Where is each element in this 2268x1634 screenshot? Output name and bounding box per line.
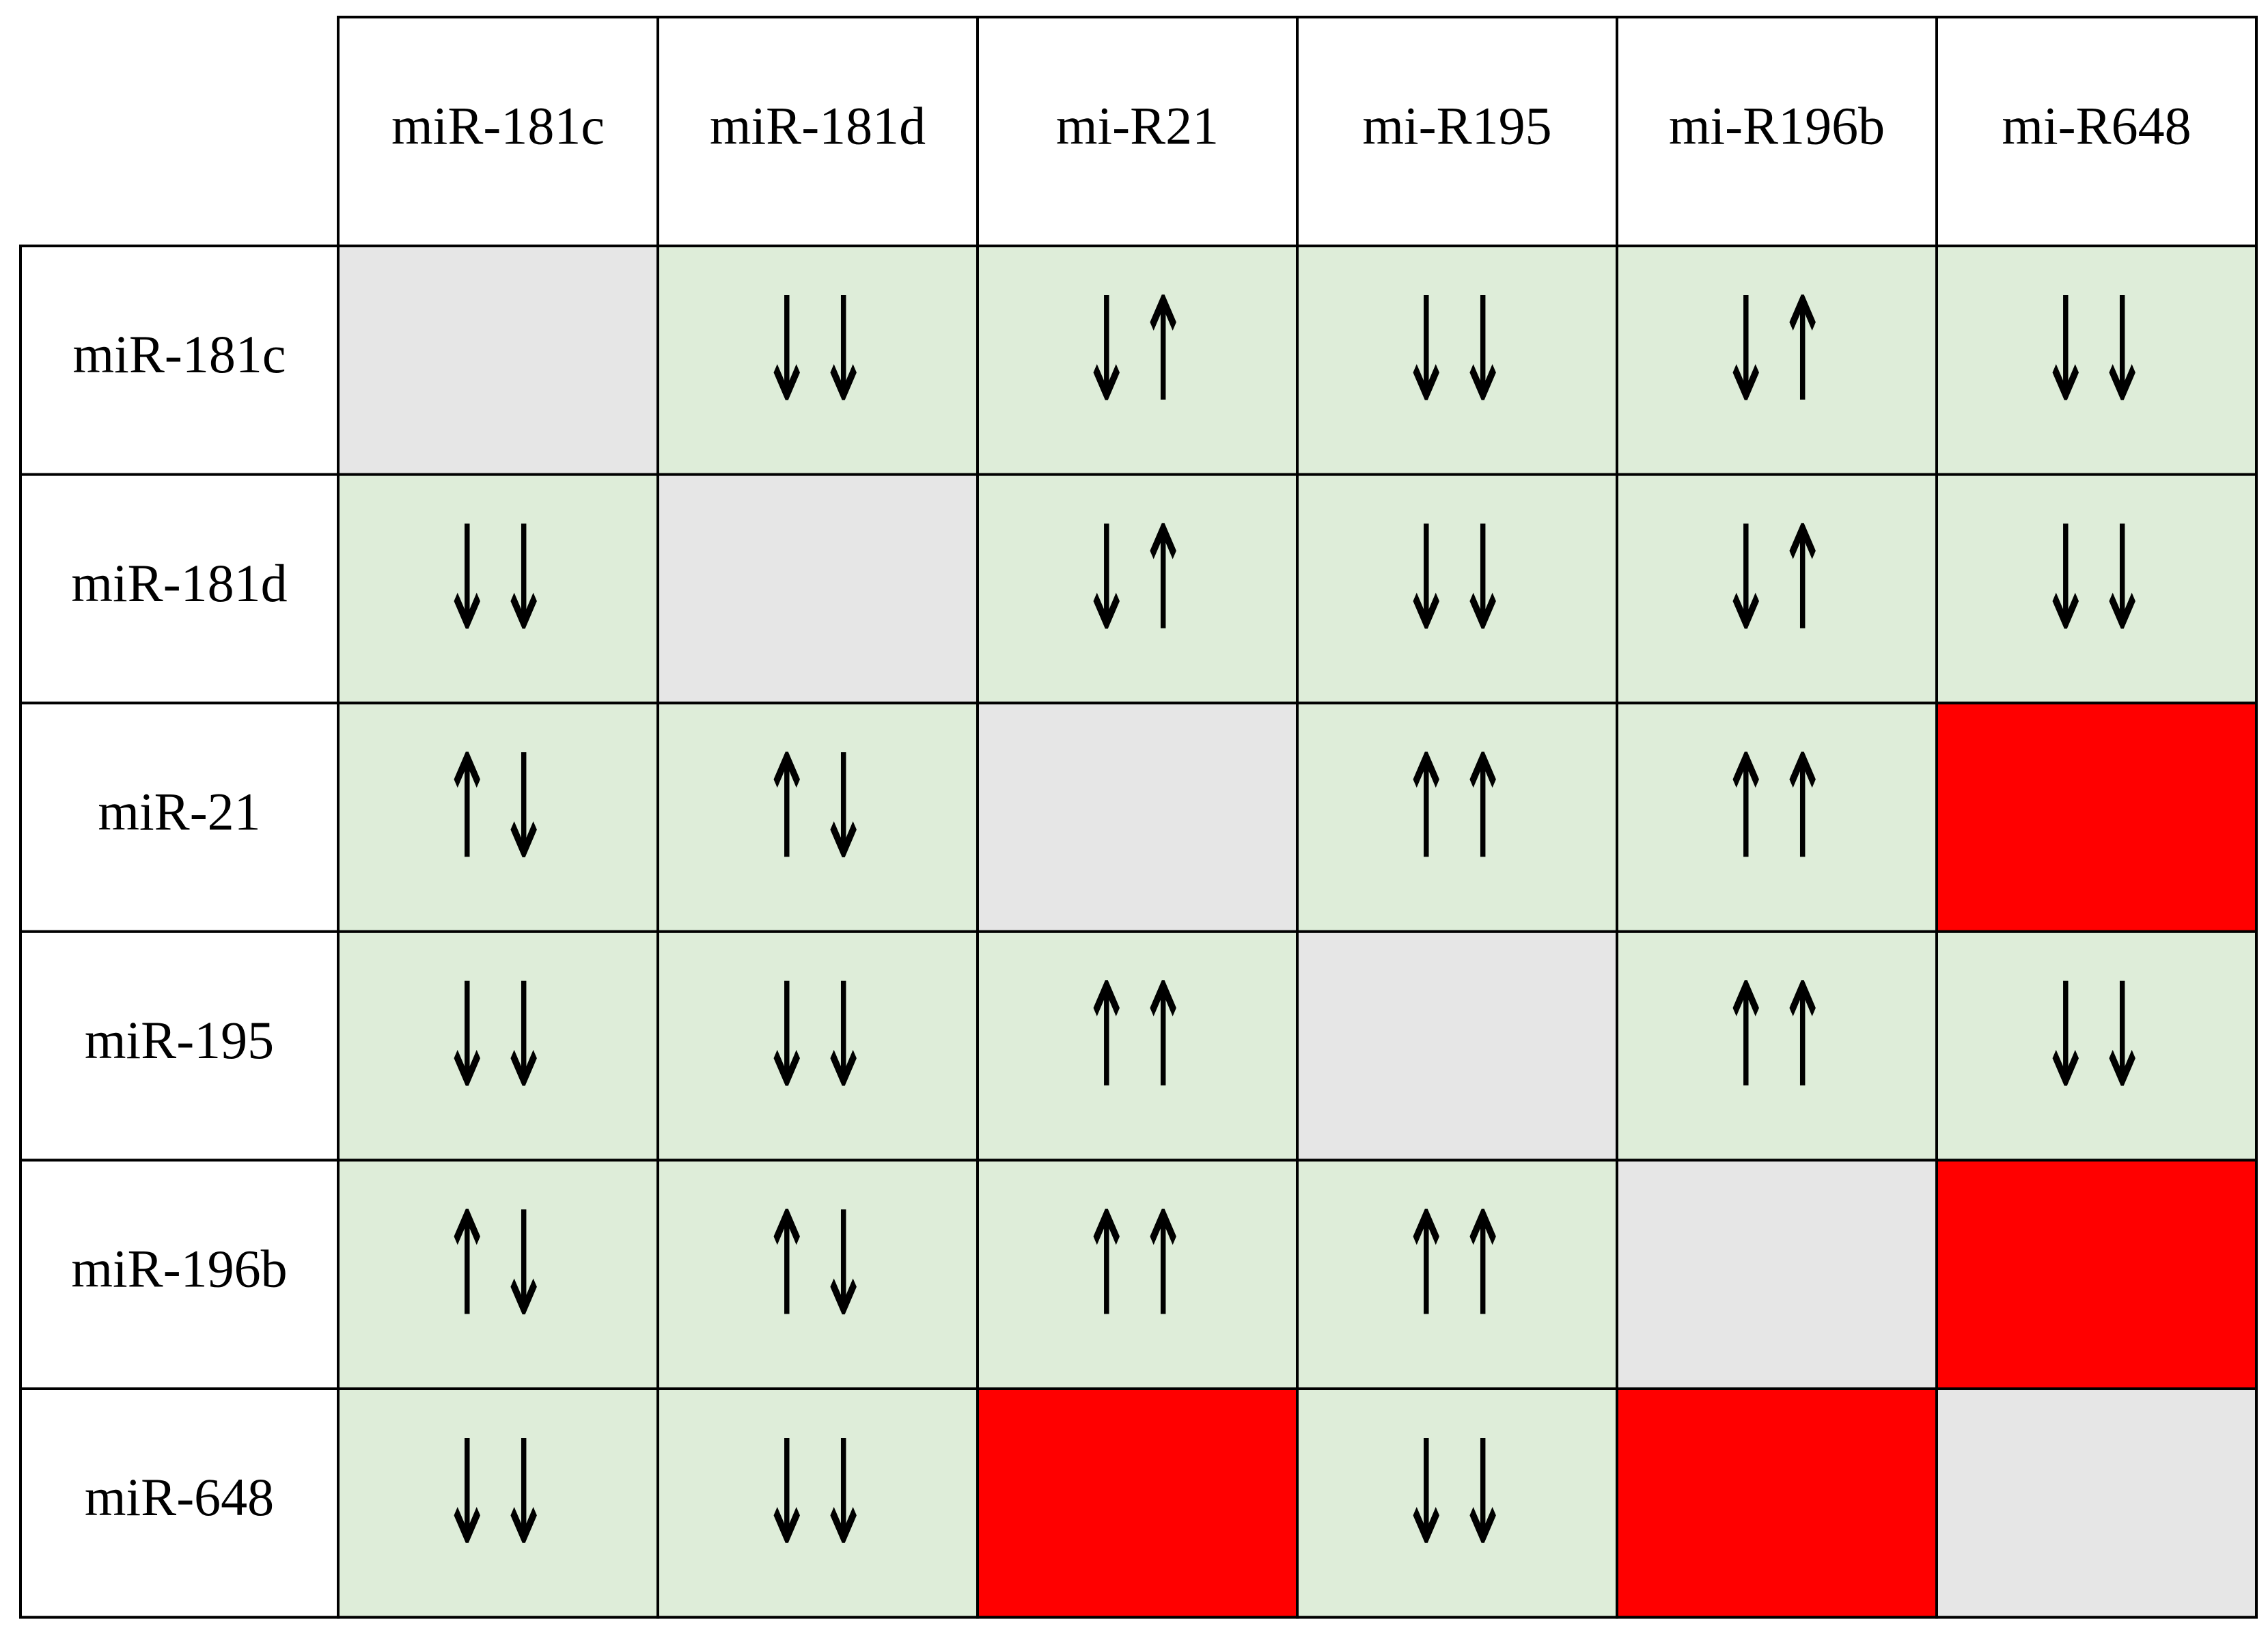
row-header: miR-196b — [71, 1239, 287, 1299]
cell — [1935, 702, 2258, 933]
row-header-cell — [19, 1387, 340, 1619]
row-header: miR-181d — [71, 553, 287, 613]
cell-arrows: ↓↓ — [761, 267, 874, 434]
cell-arrows: ↓↓ — [1400, 496, 1514, 663]
column-header-cell — [656, 16, 979, 247]
cell — [1616, 1387, 1938, 1619]
row-header: miR-648 — [85, 1467, 274, 1527]
cell-arrows: ↑↑ — [1081, 953, 1194, 1120]
cell — [1296, 702, 1618, 933]
cell — [337, 702, 659, 933]
cell-arrows: ↓↓ — [1400, 1410, 1514, 1577]
cell-arrows: ↓↑ — [1720, 496, 1834, 663]
cell-arrows: ↑↑ — [1720, 725, 1834, 891]
column-header: mi-R195 — [1362, 96, 1551, 155]
cell — [1935, 1387, 2258, 1619]
row-header: miR-21 — [98, 781, 260, 841]
column-header-cell — [337, 16, 659, 247]
cell-arrows: ↓↓ — [441, 953, 555, 1120]
cell — [1296, 930, 1618, 1162]
column-header-cell — [1616, 16, 1938, 247]
cell-arrows: ↑↓ — [761, 1182, 874, 1348]
cell — [656, 473, 979, 705]
cell-arrows: ↑↓ — [761, 725, 874, 891]
cell-arrows: ↓↓ — [761, 953, 874, 1120]
cell — [1296, 245, 1618, 476]
column-header: miR-181c — [391, 96, 605, 155]
row-header: miR-181c — [73, 324, 286, 384]
cell — [337, 930, 659, 1162]
cell-arrows: ↑↑ — [1720, 953, 1834, 1120]
cell — [656, 245, 979, 476]
row-header-cell — [19, 473, 340, 705]
cell-arrows: ↓↓ — [761, 1410, 874, 1577]
cell — [1296, 473, 1618, 705]
cell — [656, 1387, 979, 1619]
cell-arrows: ↓↑ — [1720, 267, 1834, 434]
row-header-cell — [19, 702, 340, 933]
cell — [976, 1387, 1299, 1619]
cell — [1935, 1159, 2258, 1391]
cell-arrows: ↑↑ — [1400, 1182, 1514, 1348]
cell — [337, 1387, 659, 1619]
cell-arrows: ↓↓ — [2040, 953, 2153, 1120]
cell — [976, 473, 1299, 705]
cell-arrows: ↓↓ — [441, 496, 555, 663]
cell-arrows: ↓↑ — [1081, 496, 1194, 663]
cell-arrows: ↑↑ — [1081, 1182, 1194, 1348]
cell-arrows: ↓↓ — [2040, 267, 2153, 434]
cell-arrows: ↑↑ — [1400, 725, 1514, 891]
cell — [1616, 930, 1938, 1162]
cell — [1935, 473, 2258, 705]
column-header: mi-R196b — [1669, 96, 1885, 155]
cell — [1935, 930, 2258, 1162]
column-header: miR-181d — [710, 96, 926, 155]
cell-arrows: ↓↓ — [441, 1410, 555, 1577]
column-header: mi-R21 — [1056, 96, 1219, 155]
cell — [1616, 1159, 1938, 1391]
column-header-cell — [976, 16, 1299, 247]
column-header-cell — [1296, 16, 1618, 247]
cell — [1296, 1387, 1618, 1619]
cell — [976, 702, 1299, 933]
cell — [337, 245, 659, 476]
row-header: miR-195 — [85, 1010, 274, 1070]
cell-arrows: ↑↓ — [441, 1182, 555, 1348]
cell-arrows: ↓↑ — [1081, 267, 1194, 434]
cell — [976, 930, 1299, 1162]
cell-arrows: ↓↓ — [1400, 267, 1514, 434]
cell — [337, 473, 659, 705]
column-header-cell — [1935, 16, 2258, 247]
cell-arrows: ↓↓ — [2040, 496, 2153, 663]
cell — [656, 702, 979, 933]
cell — [1935, 245, 2258, 476]
cell — [1616, 473, 1938, 705]
cell-arrows: ↑↓ — [441, 725, 555, 891]
column-header: mi-R648 — [2002, 96, 2191, 155]
cell — [1616, 702, 1938, 933]
cell — [337, 1159, 659, 1391]
